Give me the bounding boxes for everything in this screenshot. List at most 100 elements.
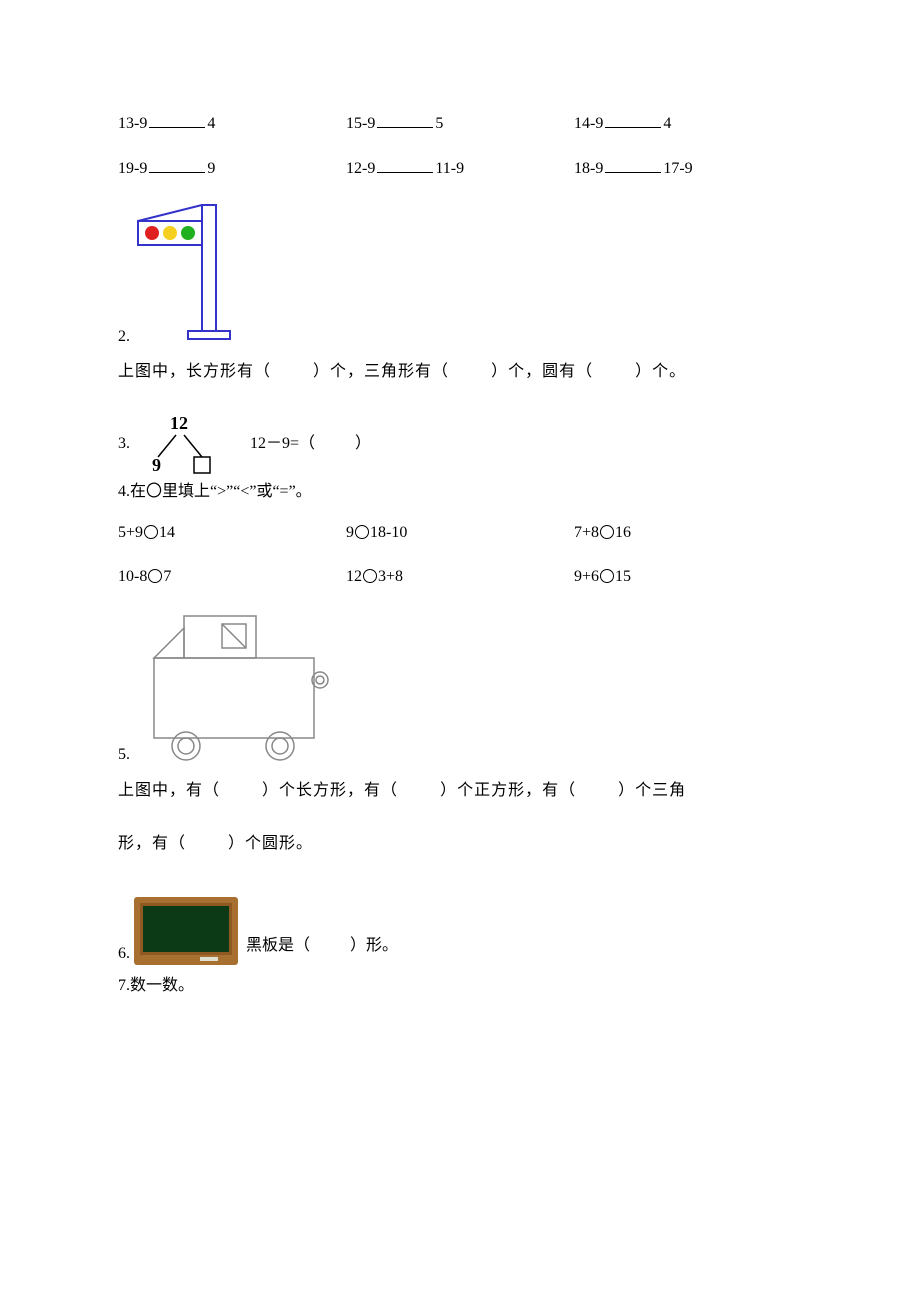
- q1-cell: 12-9 11-9: [346, 155, 574, 182]
- q5-figure-row: 5.: [118, 608, 802, 768]
- q5-part: ）个长方形，有（: [262, 782, 398, 799]
- q5-part: ）个正方形，有（: [440, 782, 576, 799]
- fill-blank[interactable]: [149, 110, 205, 128]
- expr-right: 9: [207, 160, 215, 177]
- q4-cell: 5+9 14: [118, 520, 346, 546]
- q6-text: 黑板是（ ）形。: [246, 933, 398, 959]
- q3-expr: 12－9=（ ）: [250, 431, 371, 457]
- traffic-light-icon: [132, 199, 252, 349]
- fill-paren[interactable]: [598, 363, 630, 380]
- q3-number: 3.: [118, 431, 130, 457]
- q4-title-row: 4.在〇里填上“>”“<”或“=”。: [118, 479, 802, 505]
- fill-blank[interactable]: [149, 155, 205, 173]
- q2-part: ）个，三角形有（: [313, 363, 449, 380]
- fill-blank[interactable]: [605, 110, 661, 128]
- q3-row: 3. 12 9 12－9=（ ）: [118, 413, 802, 475]
- tree-box: [194, 457, 210, 473]
- q2-text: 上图中，长方形有（ ）个，三角形有（ ）个，圆有（ ）个。: [118, 359, 802, 385]
- q5-text-line2: 形，有（ ）个圆形。: [118, 831, 802, 857]
- fill-blank[interactable]: [377, 155, 433, 173]
- expr-right: 7: [163, 568, 171, 585]
- fill-paren[interactable]: [276, 363, 308, 380]
- fill-circle[interactable]: [355, 525, 369, 539]
- fill-circle[interactable]: [144, 525, 158, 539]
- expr-right: 17-9: [663, 160, 692, 177]
- q1-row-b: 19-9 9 12-9 11-9 18-917-9: [118, 155, 802, 182]
- q4-title: 在〇里填上“>”“<”或“=”。: [130, 483, 312, 500]
- fill-paren[interactable]: [581, 782, 613, 799]
- q4-cell: 9+6 15: [574, 564, 802, 590]
- fill-blank[interactable]: [605, 155, 661, 173]
- fill-blank[interactable]: [377, 110, 433, 128]
- q6-row: 6. 黑板是（ ）形。: [118, 895, 802, 967]
- q2-part: ）个，圆有（: [491, 363, 593, 380]
- fill-paren[interactable]: [403, 782, 435, 799]
- q7-number: 7.: [118, 973, 130, 999]
- q7-text: 数一数。: [130, 977, 194, 994]
- q1-row-a: 13-9 4 15-9 5 14-9 4: [118, 110, 802, 137]
- tree-top: 12: [170, 413, 188, 433]
- expr-left: 7+8: [574, 524, 599, 541]
- q4-cell: 10-8 7: [118, 564, 346, 590]
- q3-expr-r: ）: [355, 435, 371, 452]
- expr-right: 15: [615, 568, 631, 585]
- fill-paren[interactable]: [314, 937, 346, 954]
- expr-right: 4: [207, 115, 215, 132]
- expr-left: 10-8: [118, 568, 147, 585]
- fill-paren[interactable]: [319, 435, 351, 452]
- q5-part: ）个圆形。: [228, 835, 313, 852]
- expr-left: 13-9: [118, 115, 147, 132]
- fill-paren[interactable]: [454, 363, 486, 380]
- q4-cell: 7+8 16: [574, 520, 802, 546]
- fill-circle[interactable]: [148, 569, 162, 583]
- q6-number: 6.: [118, 941, 130, 967]
- fill-circle[interactable]: [363, 569, 377, 583]
- q4-number: 4.: [118, 479, 130, 505]
- expr-right: 3+8: [378, 568, 403, 585]
- q1-cell: 19-9 9: [118, 155, 346, 182]
- q5-text-line1: 上图中，有（ ）个长方形，有（ ）个正方形，有（ ）个三角: [118, 778, 802, 804]
- q2-figure-row: 2.: [118, 199, 802, 349]
- q1-cell: 15-9 5: [346, 110, 574, 137]
- expr-right: 18-10: [370, 524, 407, 541]
- q4-row-b: 10-8 7 12 3+8 9+6 15: [118, 564, 802, 590]
- fill-circle[interactable]: [600, 525, 614, 539]
- shape-car-icon: [132, 608, 332, 768]
- q6-text-l: 黑板是（: [246, 937, 310, 954]
- q2-part: 上图中，长方形有（: [118, 363, 271, 380]
- q2-part: ）个。: [635, 363, 686, 380]
- expr-left: 14-9: [574, 115, 603, 132]
- expr-left: 12: [346, 568, 362, 585]
- q5-part: 上图中，有（: [118, 782, 220, 799]
- expr-left: 12-9: [346, 160, 375, 177]
- expr-right: 5: [435, 115, 443, 132]
- fill-paren[interactable]: [191, 835, 223, 852]
- expr-right: 14: [159, 524, 175, 541]
- tree-left: 9: [152, 455, 161, 475]
- fill-circle[interactable]: [600, 569, 614, 583]
- number-split-icon: 12 9: [132, 413, 222, 475]
- q2-number: 2.: [118, 324, 130, 350]
- q1-cell: 14-9 4: [574, 110, 802, 137]
- q5-number: 5.: [118, 742, 130, 768]
- q1-cell: 13-9 4: [118, 110, 346, 137]
- expr-right: 11-9: [435, 160, 464, 177]
- expr-left: 19-9: [118, 160, 147, 177]
- q7-row: 7.数一数。: [118, 973, 802, 999]
- q1-cell: 18-917-9: [574, 155, 802, 182]
- q6-text-r: ）形。: [350, 937, 398, 954]
- expr-left: 9: [346, 524, 354, 541]
- expr-right: 4: [663, 115, 671, 132]
- fill-paren[interactable]: [225, 782, 257, 799]
- q5-part: ）个三角: [618, 782, 686, 799]
- q5-part: 形，有（: [118, 835, 186, 852]
- expr-left: 5+9: [118, 524, 143, 541]
- q4-cell: 9 18-10: [346, 520, 574, 546]
- blackboard-icon: [132, 895, 240, 967]
- expr-left: 9+6: [574, 568, 599, 585]
- expr-left: 15-9: [346, 115, 375, 132]
- q3-expr-l: 12－9=（: [250, 435, 315, 452]
- q4-cell: 12 3+8: [346, 564, 574, 590]
- q4-row-a: 5+9 14 9 18-10 7+8 16: [118, 520, 802, 546]
- expr-right: 16: [615, 524, 631, 541]
